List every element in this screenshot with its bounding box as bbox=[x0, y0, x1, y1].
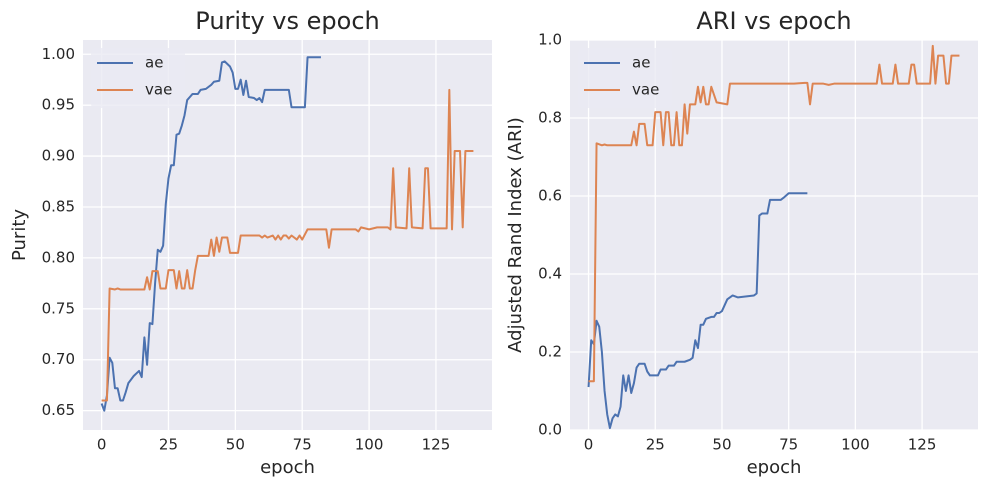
y-tick-label: 1.0 bbox=[538, 31, 562, 49]
series-line bbox=[100, 56, 321, 412]
x-tick-label: 50 bbox=[226, 436, 245, 454]
y-tick-label: 0.70 bbox=[42, 350, 75, 368]
chart-title: Purity vs epoch bbox=[195, 7, 379, 35]
legend-label: vae bbox=[145, 81, 172, 99]
x-tick-label: 25 bbox=[646, 436, 665, 454]
chart-title: ARI vs epoch bbox=[696, 7, 851, 35]
series-line bbox=[101, 88, 474, 402]
y-tick-label: 0.6 bbox=[538, 187, 562, 205]
series-line bbox=[587, 192, 808, 430]
x-axis-label: epoch bbox=[747, 457, 802, 478]
x-tick-label: 75 bbox=[293, 436, 312, 454]
legend-label: vae bbox=[632, 81, 659, 99]
x-tick-label: 75 bbox=[779, 436, 798, 454]
legend-label: ae bbox=[632, 54, 650, 72]
series-line bbox=[588, 44, 960, 383]
y-tick-label: 1.00 bbox=[42, 45, 75, 63]
x-axis-label: epoch bbox=[260, 457, 315, 478]
y-axis-label: Purity bbox=[9, 209, 30, 261]
y-tick-label: 0.0 bbox=[538, 421, 562, 439]
x-tick-label: 0 bbox=[584, 436, 594, 454]
y-tick-label: 0.95 bbox=[42, 96, 75, 114]
y-tick-label: 0.80 bbox=[42, 248, 75, 266]
x-tick-label: 100 bbox=[841, 436, 870, 454]
x-tick-label: 25 bbox=[159, 436, 178, 454]
y-tick-label: 0.65 bbox=[42, 401, 75, 419]
legend-label: ae bbox=[145, 54, 163, 72]
y-axis-label: Adjusted Rand Index (ARI) bbox=[505, 117, 526, 353]
y-tick-label: 0.4 bbox=[538, 265, 562, 283]
y-tick-label: 0.85 bbox=[42, 197, 75, 215]
x-tick-label: 100 bbox=[355, 436, 384, 454]
x-tick-label: 50 bbox=[712, 436, 731, 454]
x-tick-label: 125 bbox=[908, 436, 937, 454]
x-tick-label: 0 bbox=[97, 436, 107, 454]
y-tick-label: 0.75 bbox=[42, 299, 75, 317]
x-tick-label: 125 bbox=[422, 436, 451, 454]
y-tick-label: 0.2 bbox=[538, 343, 562, 361]
y-tick-label: 0.90 bbox=[42, 147, 75, 165]
y-tick-label: 0.8 bbox=[538, 109, 562, 127]
legend-box bbox=[91, 48, 185, 108]
legend-box bbox=[578, 48, 672, 108]
